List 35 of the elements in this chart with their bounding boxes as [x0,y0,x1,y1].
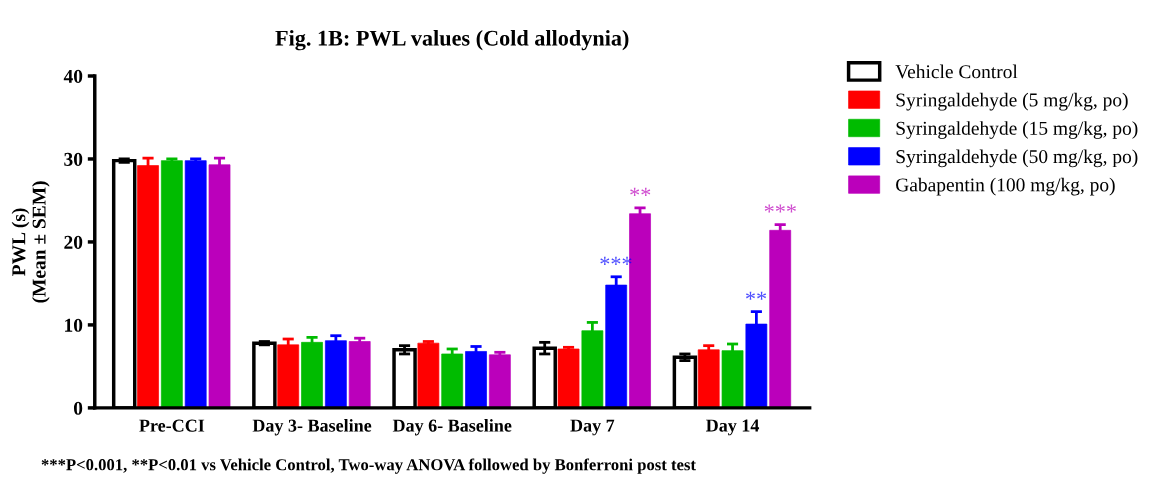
x-tick-label: Pre-CCI [139,419,205,432]
bar [208,164,231,408]
bar [277,344,300,408]
legend-label: Gabapentin (100 mg/kg, po) [896,177,1115,196]
bar [465,351,487,408]
x-tick-label: Day 7 [570,419,615,436]
legend-label: Vehicle Control [895,64,1018,79]
y-axis-title: PWL (s) (Mean ± SEM) [11,181,50,303]
y-tick-label: 30 [64,152,83,166]
text: ***P<0.001, **P<0.01 vs Vehicle Control, Two-way ANOVA followed by Bonferroni post test [41,458,696,474]
x-tick-label: Day 14 [706,419,760,436]
y-tick-label: 10 [65,318,83,332]
annotation: ** [630,187,651,196]
bar [417,342,440,408]
y-tick-label: 0 [73,401,83,415]
bar [697,349,720,408]
bar [184,160,207,408]
y-tick-label: 40 [63,69,83,83]
bar [441,353,464,408]
x-tick-label: Day 6- Baseline [392,419,512,436]
legend-label: Syringaldehyde (15 mg/kg, po) [896,121,1138,139]
bar [348,341,371,408]
annotation: ** [746,291,767,300]
bar [769,229,792,408]
y-tick-label: 20 [64,235,83,249]
x-tick-label: Day 3- Baseline [252,419,372,436]
chart-title: Fig. 1B: PWL values (Cold allodynia) [275,30,629,51]
bar [301,341,323,408]
bar [489,354,511,408]
legend-label: Syringaldehyde (50 mg/kg, po) [896,149,1138,168]
bar [325,340,347,408]
bar [557,348,580,408]
bar [161,160,183,408]
annotation: *** [764,204,796,213]
legend-label: Syringaldehyde (5 mg/kg, po) [896,92,1128,111]
